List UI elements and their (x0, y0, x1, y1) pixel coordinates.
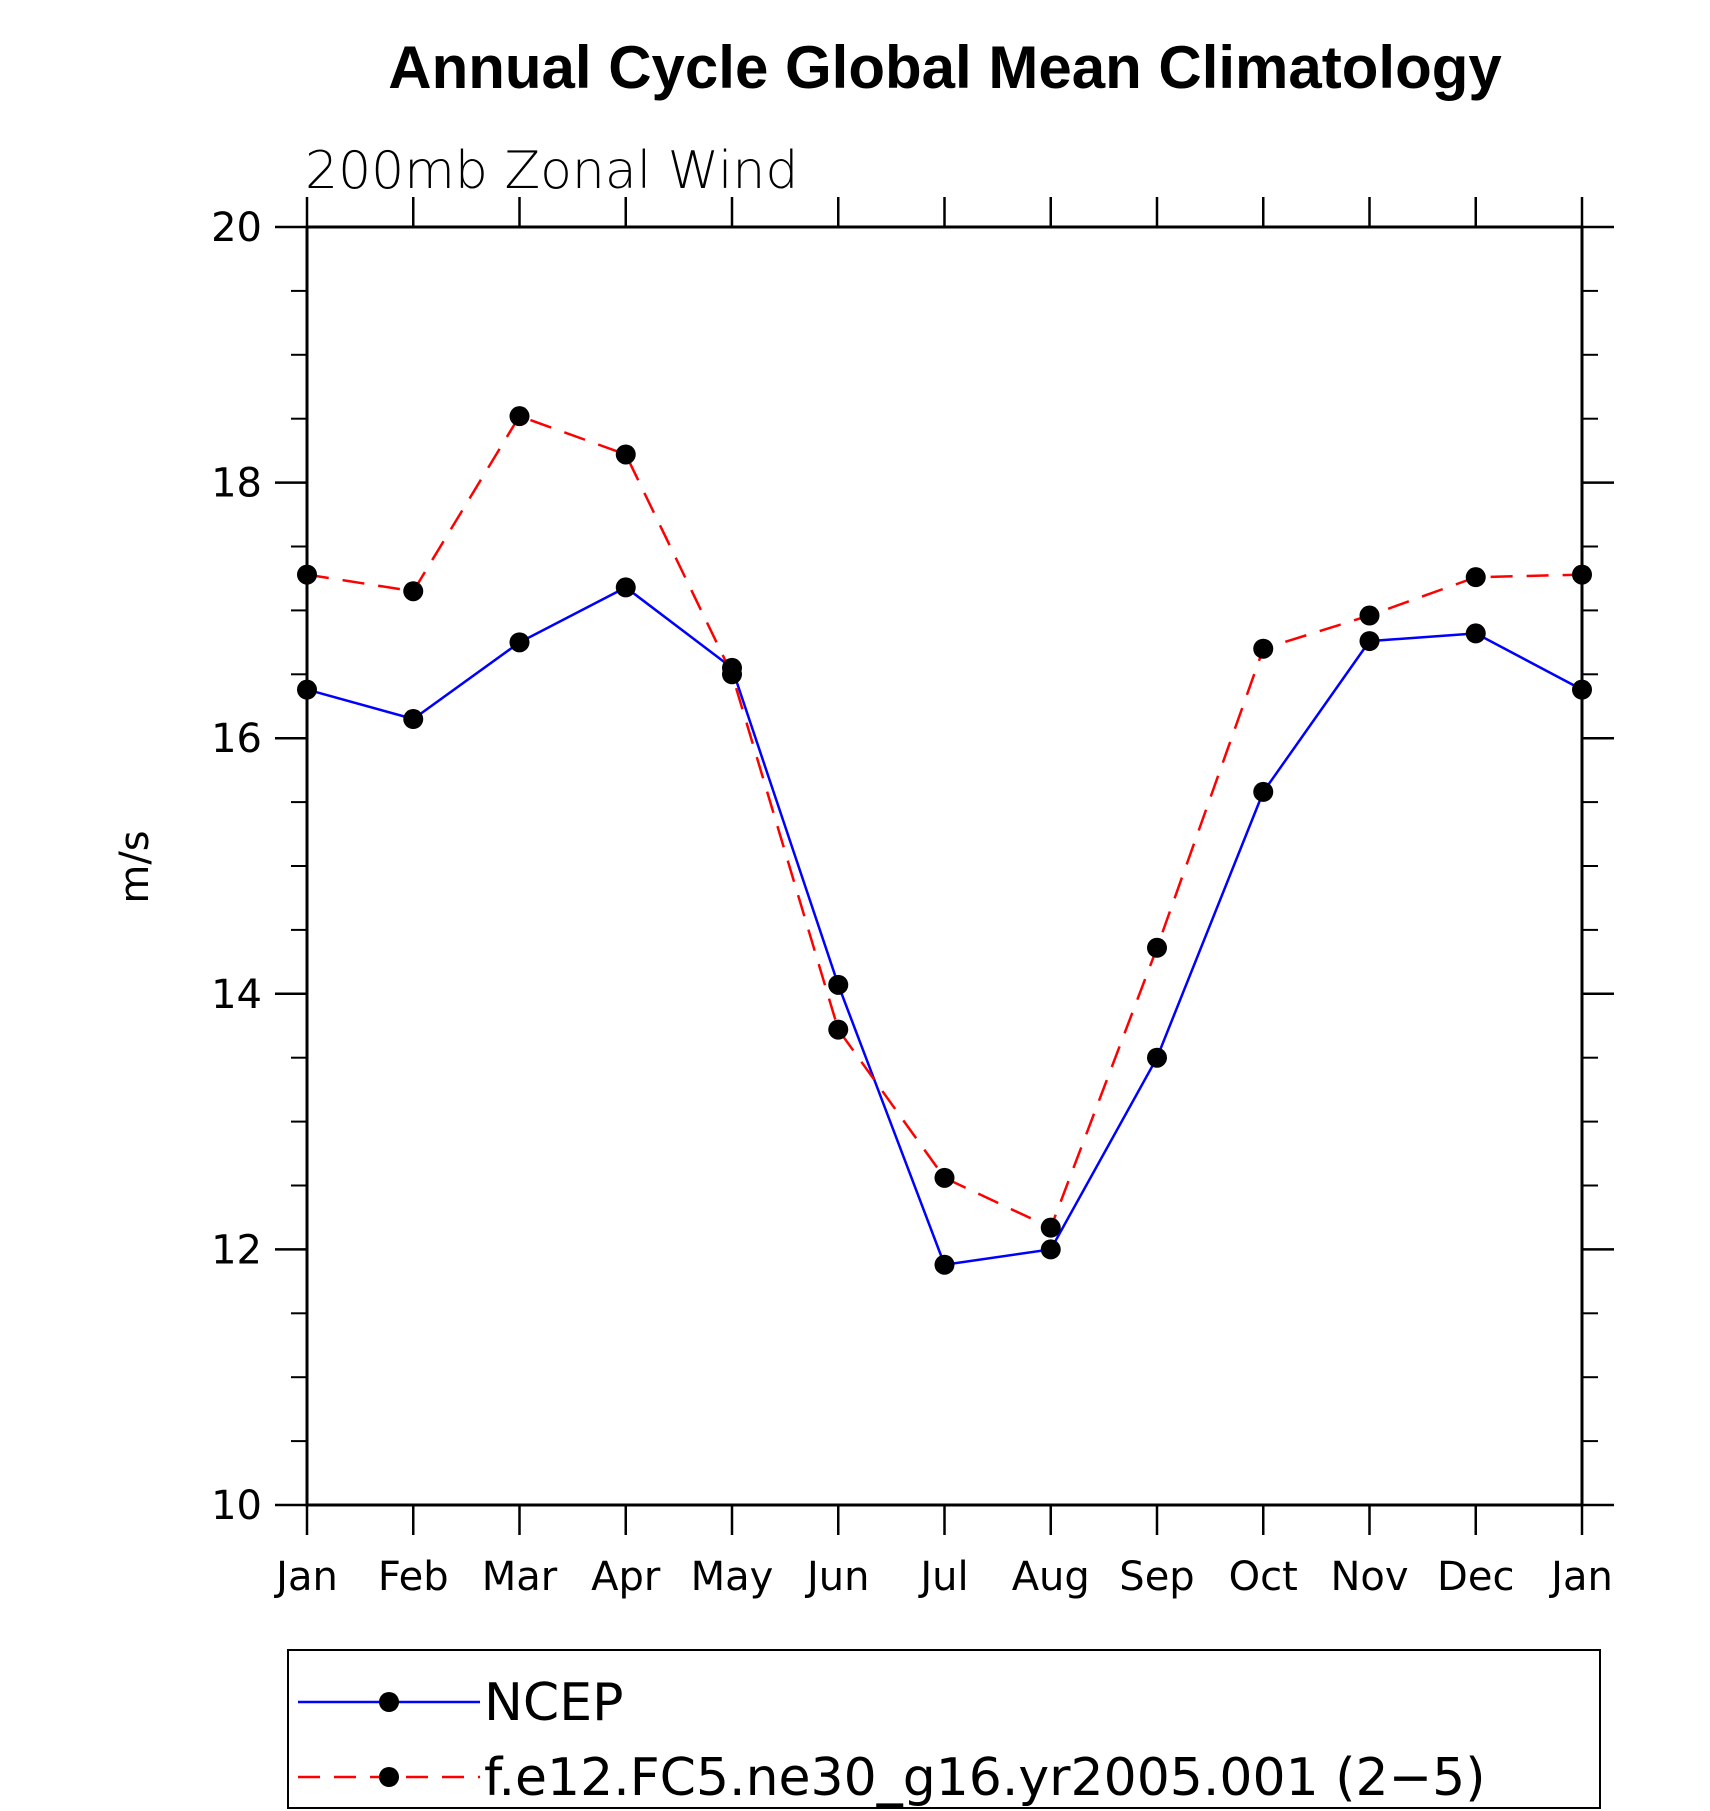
data-point-series-2 (722, 664, 742, 685)
series-line-1 (306, 585, 1583, 1267)
data-point-series-1 (297, 679, 317, 700)
data-point-series-1 (1359, 631, 1380, 652)
data-point-series-2 (1465, 567, 1486, 588)
x-tick-label: Aug (1012, 1554, 1090, 1600)
x-tick-label: Jan (1548, 1554, 1613, 1600)
data-point-series-2 (509, 406, 530, 427)
data-point-series-2 (403, 581, 424, 602)
legend-label-1: NCEP (484, 1673, 623, 1733)
x-tick-label: Sep (1119, 1554, 1194, 1600)
data-point-series-1 (1465, 623, 1486, 644)
data-point-series-1 (1040, 1239, 1061, 1260)
data-point-series-1 (1253, 781, 1274, 802)
y-tick-label: 14 (211, 972, 262, 1018)
data-point-series-2 (615, 444, 636, 465)
y-tick-label: 18 (211, 461, 262, 507)
y-tick-label: 20 (211, 205, 262, 251)
data-point-series-1 (615, 577, 636, 598)
data-point-series-2 (1359, 605, 1380, 626)
data-point-series-1 (828, 974, 849, 995)
data-point-series-1 (1572, 679, 1592, 700)
legend-marker-2 (379, 1767, 399, 1787)
data-point-series-2 (1253, 638, 1274, 659)
x-tick-label: May (691, 1554, 774, 1600)
x-tick-label: Nov (1330, 1554, 1408, 1600)
legend-label-2: f.e12.FC5.ne30_g16.yr2005.001 (2−5) (484, 1748, 1486, 1808)
x-tick-label: Feb (378, 1554, 449, 1600)
plot-series (297, 406, 1592, 1275)
x-tick-label: Dec (1437, 1554, 1514, 1600)
x-tick-label: Mar (482, 1554, 558, 1600)
data-point-series-2 (1147, 937, 1167, 958)
legend-entries: NCEP f.e12.FC5.ne30_g16.yr2005.001 (2−5) (298, 1673, 1486, 1808)
legend-box (287, 1649, 1601, 1809)
data-point-series-2 (1040, 1217, 1061, 1238)
x-tick-label: Oct (1229, 1554, 1298, 1600)
data-point-series-2 (934, 1167, 955, 1188)
x-tick-label: Apr (591, 1554, 661, 1600)
chart-title: Annual Cycle Global Mean Climatology (388, 34, 1502, 101)
data-point-series-1 (509, 632, 530, 653)
y-axis-label: m/s (112, 830, 158, 903)
chart-subtitle: 200mb Zonal Wind (305, 141, 798, 201)
data-point-series-2 (1572, 564, 1592, 585)
y-tick-label: 10 (211, 1483, 262, 1529)
data-point-series-1 (403, 709, 424, 730)
legend-marker-1 (379, 1692, 399, 1712)
data-point-series-2 (297, 564, 317, 585)
x-tick-label: Jan (273, 1554, 338, 1600)
plot-frame (305, 225, 1584, 1507)
y-tick-label: 12 (211, 1227, 262, 1273)
legend: NCEP f.e12.FC5.ne30_g16.yr2005.001 (2−5) (287, 1649, 1601, 1809)
data-point-series-2 (828, 1019, 849, 1040)
y-tick-label: 16 (211, 716, 262, 762)
x-tick-label: Jun (804, 1554, 870, 1600)
data-point-series-1 (1147, 1047, 1167, 1068)
series-line-2 (306, 414, 1583, 1230)
data-point-series-1 (934, 1254, 955, 1275)
axes: Jan Feb Mar Apr May Jun Jul Aug Sep Oct Nov Dec Jan1… (211, 197, 1614, 1600)
x-tick-label: Jul (917, 1554, 968, 1600)
